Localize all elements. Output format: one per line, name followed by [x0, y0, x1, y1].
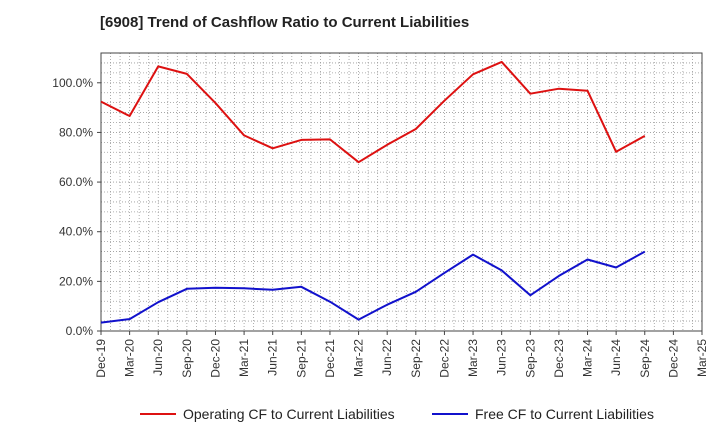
y-tick-label: 40.0%: [59, 225, 93, 239]
x-tick-label: Jun-20: [151, 339, 165, 376]
plot-frame: [100, 52, 703, 332]
legend: Operating CF to Current Liabilities Free …: [140, 406, 654, 422]
y-tick-label: 0.0%: [66, 324, 94, 338]
x-tick-label: Dec-22: [437, 339, 451, 378]
x-tick-label: Dec-20: [208, 339, 222, 378]
x-tick-label: Dec-23: [552, 339, 566, 378]
x-tick-label: Dec-24: [666, 339, 680, 378]
x-tick-label: Mar-22: [352, 339, 366, 377]
series-lines: [100, 60, 646, 324]
chart-title: [6908] Trend of Cashflow Ratio to Curren…: [100, 14, 470, 31]
y-tick-label: 20.0%: [59, 274, 93, 288]
x-tick-label: Sep-21: [294, 339, 308, 378]
legend-label: Free CF to Current Liabilities: [475, 406, 654, 422]
x-tick-label: Jun-23: [495, 339, 509, 376]
x-tick-label: Jun-22: [380, 339, 394, 376]
x-tick-label: Sep-23: [523, 339, 537, 378]
x-tick-label: Jun-24: [609, 339, 623, 376]
legend-label: Operating CF to Current Liabilities: [183, 406, 395, 422]
y-tick-label: 60.0%: [59, 175, 93, 189]
x-tick-label: Mar-23: [466, 339, 480, 377]
grid-lines: [100, 52, 703, 332]
x-tick-label: Dec-19: [94, 339, 108, 378]
x-tick-label: Mar-21: [237, 339, 251, 377]
x-tick-label: Sep-22: [409, 339, 423, 378]
x-tick-label: Mar-24: [581, 339, 595, 377]
y-tick-label: 100.0%: [52, 76, 93, 90]
operating-cf-series-line: [100, 60, 646, 164]
x-tick-labels: Dec-19 Mar-20 Jun-20 Sep-20 Dec-20 Mar-21 Jun-…: [94, 331, 709, 378]
x-tick-label: Mar-25: [695, 339, 709, 377]
free-cf-series-line: [100, 250, 646, 324]
x-tick-label: Sep-20: [180, 339, 194, 378]
x-tick-label: Dec-21: [323, 339, 337, 378]
x-tick-label: Jun-21: [266, 339, 280, 376]
y-tick-labels: 0.0% 20.0% 40.0% 60.0% 80.0% 100.0%: [52, 76, 101, 338]
x-tick-label: Sep-24: [638, 339, 652, 378]
x-tick-label: Mar-20: [123, 339, 137, 377]
y-tick-label: 80.0%: [59, 125, 93, 139]
